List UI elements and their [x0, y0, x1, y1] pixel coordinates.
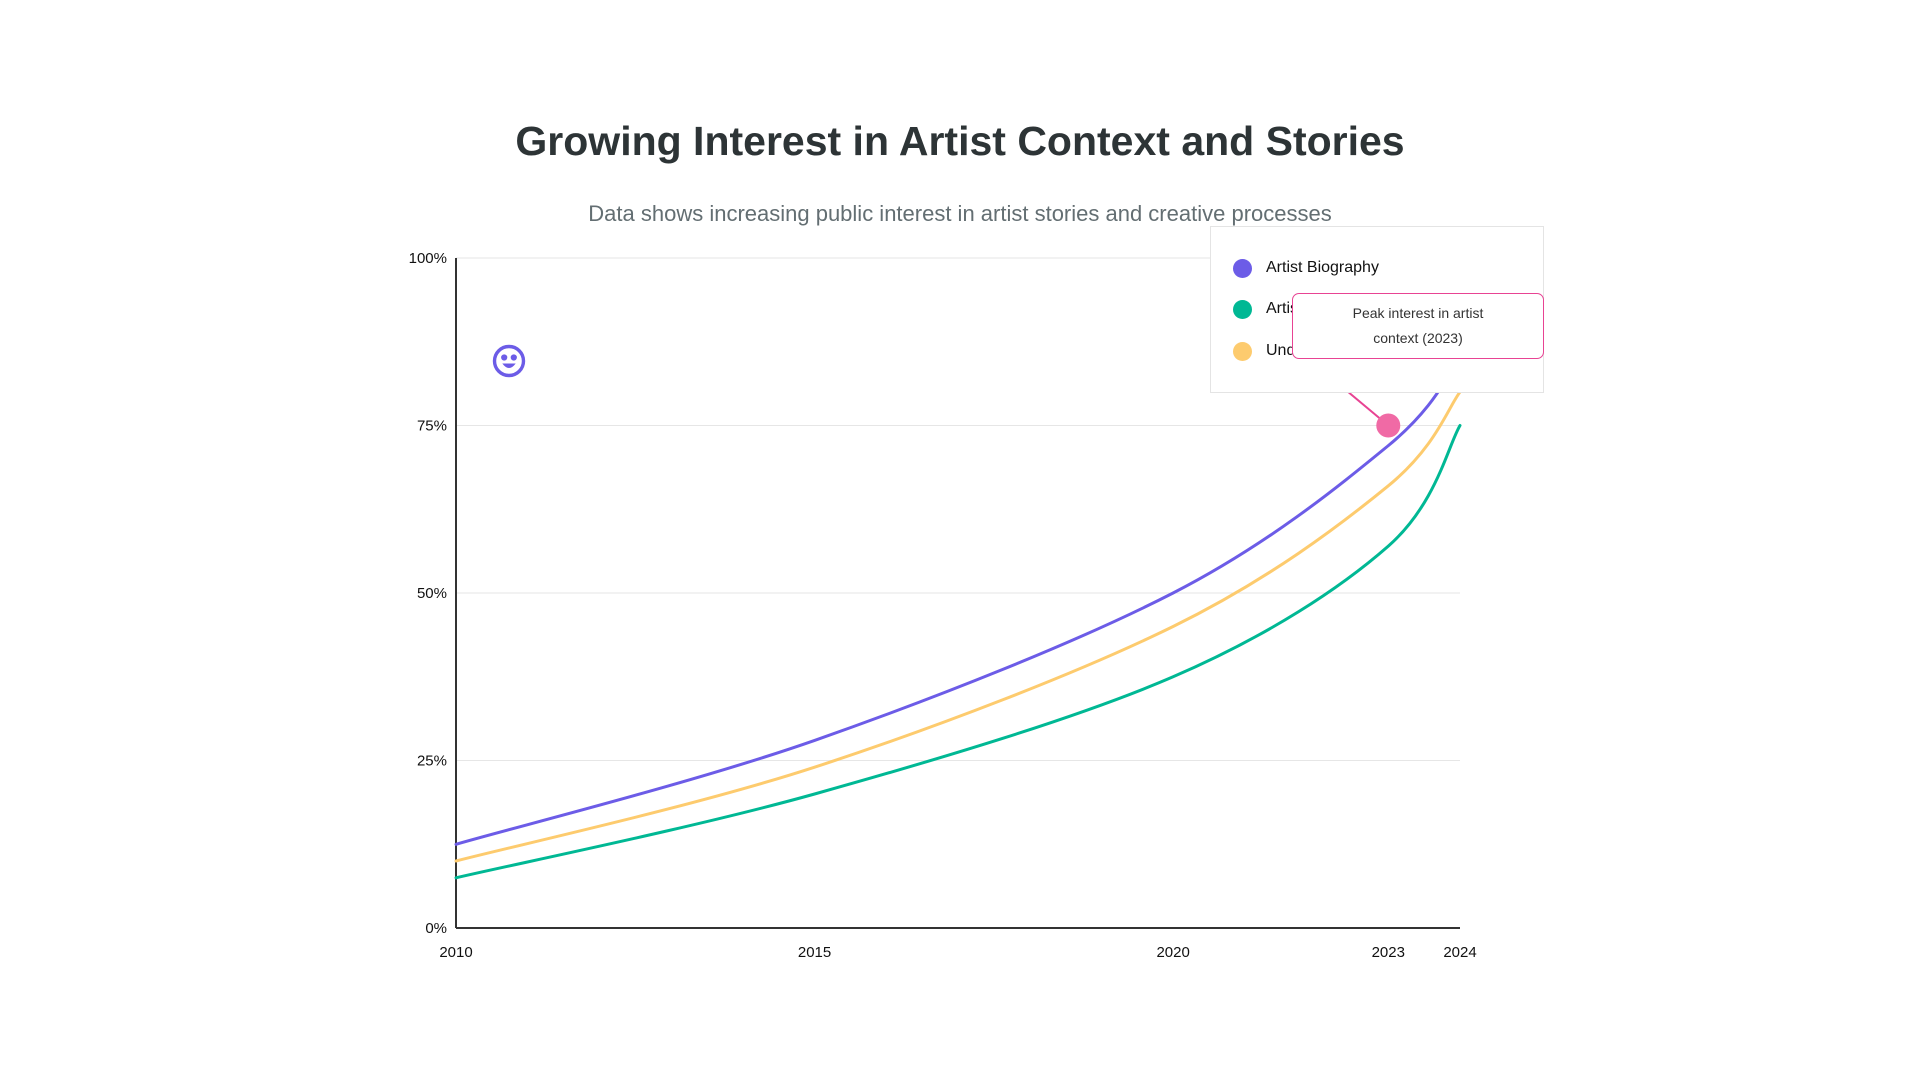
y-tick-label: 50% [417, 585, 447, 602]
legend-label: Artist Biography [1266, 259, 1379, 276]
legend-item-artist-biography: Artist Biography [1233, 256, 1379, 280]
axes: 0% 25% 50% 75% 100% 2010 2015 2020 2023 2024 [409, 250, 1477, 961]
series-lines [454, 357, 1462, 880]
legend-swatch [1233, 258, 1252, 278]
series-line-artist-biography [454, 357, 1462, 846]
series-line-understanding-context [454, 390, 1462, 863]
x-tick-label: 2024 [1443, 944, 1476, 961]
x-tick-label: 2010 [439, 944, 472, 961]
annotation-callout: Peak interest in artist context (2023) [1292, 293, 1544, 359]
chart-title: Growing Interest in Artist Context and S… [515, 118, 1405, 164]
y-tick-label: 0% [425, 920, 447, 937]
chart-subtitle: Data shows increasing public interest in… [588, 201, 1332, 226]
annotation-text: Peak interest in artist context (2023) [1352, 305, 1484, 346]
legend-swatch [1233, 299, 1252, 319]
series-line-artistic-process [454, 424, 1462, 880]
y-tick-label: 100% [409, 250, 447, 267]
annotation-marker [1376, 413, 1401, 438]
x-tick-label: 2023 [1372, 944, 1405, 961]
y-tick-label: 75% [417, 418, 447, 435]
y-tick-label: 25% [417, 753, 447, 770]
legend-swatch [1233, 341, 1252, 361]
x-tick-label: 2015 [798, 944, 831, 961]
smiling-face-icon [492, 344, 526, 378]
x-tick-label: 2020 [1156, 944, 1189, 961]
